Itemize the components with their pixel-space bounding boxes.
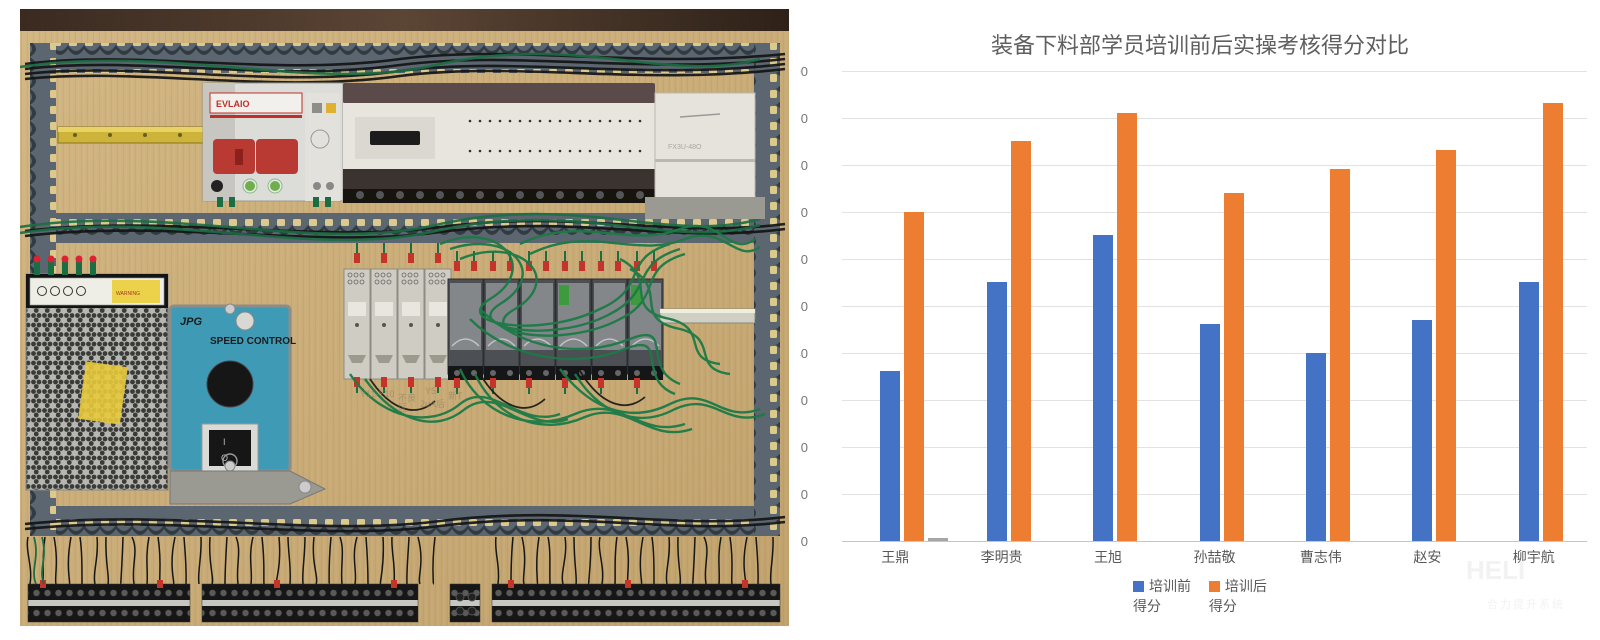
- svg-text:HELI: HELI: [1466, 555, 1525, 585]
- svg-text:FX3U-48O: FX3U-48O: [668, 144, 702, 151]
- svg-text:新T: 新T: [448, 390, 463, 401]
- svg-text:WARNING: WARNING: [116, 291, 140, 297]
- svg-text:JPG: JPG: [180, 316, 202, 328]
- svg-text:2uA后: 2uA后: [420, 399, 445, 409]
- svg-text:Y11-Y10: Y11-Y10: [360, 389, 394, 399]
- svg-text:区: 区: [398, 403, 407, 413]
- svg-text:EVLAIO: EVLAIO: [216, 99, 250, 109]
- svg-text:I: I: [223, 437, 226, 447]
- svg-text:不良: 不良: [398, 392, 416, 403]
- svg-text:SPEED CONTROL: SPEED CONTROL: [210, 336, 296, 347]
- svg-text:Y5: Y5: [425, 386, 436, 396]
